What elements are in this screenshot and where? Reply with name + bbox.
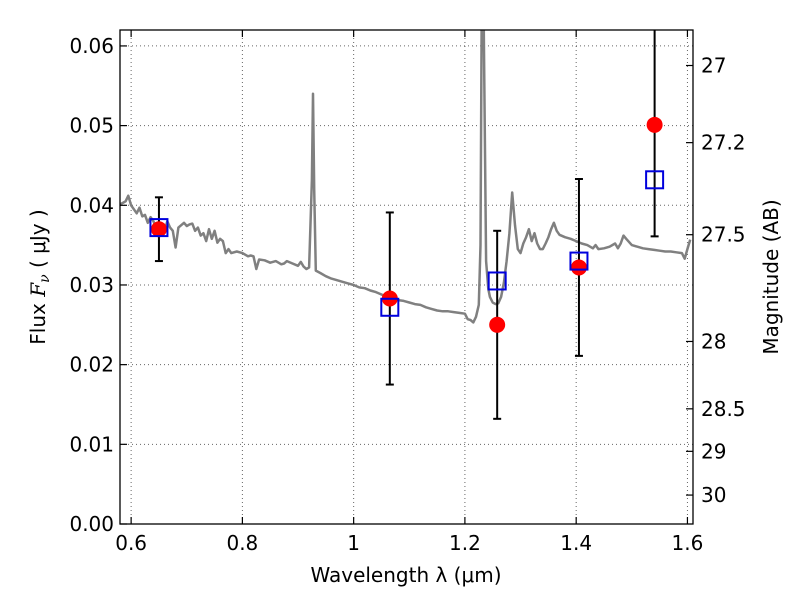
y-axis-label-pre: Flux (26, 297, 50, 345)
x-tick-label: 0.8 (226, 531, 258, 555)
x-tick-label: 1 (347, 531, 360, 555)
y-tick-label: 0.06 (69, 34, 114, 58)
x-axis-label: Wavelength λ (μm) (310, 563, 501, 587)
observed-point (570, 259, 587, 276)
y-tick-label: 0.01 (69, 432, 114, 456)
y2-tick-label: 29 (701, 439, 726, 463)
y-axis-label-subscript: ν (37, 274, 53, 283)
model-point (645, 170, 665, 190)
y2-tick-label: 27.5 (701, 223, 746, 247)
axis-ticks: 0.6 0.8 1 1.2 1.4 1.6 0.00 0.01 0.02 0.03 0.04 0.05… (69, 30, 746, 555)
y-tick-label: 0.05 (69, 114, 114, 138)
y2-tick-label: 28 (701, 329, 726, 353)
y2-axis-label: Magnitude (AB) (759, 199, 783, 354)
y2-tick-label: 27.2 (701, 131, 746, 155)
model-point (487, 271, 507, 291)
model-point (569, 251, 589, 271)
y-tick-label: 0.02 (69, 353, 114, 377)
model-point (149, 218, 169, 238)
y-tick-label: 0.03 (69, 273, 114, 297)
observed-point (489, 316, 506, 333)
spectrum-line (120, 30, 692, 324)
observed-point (646, 116, 663, 133)
y2-tick-label: 30 (701, 483, 726, 507)
y-axis-label: Flux Fν ( μJy ) (26, 209, 53, 344)
plot-frame (119, 29, 694, 525)
x-tick-label: 0.6 (115, 531, 147, 555)
y-tick-label: 0.04 (69, 193, 114, 217)
x-tick-label: 1.4 (560, 531, 592, 555)
y-axis-label-symbol: F (26, 282, 50, 298)
plot-area (120, 30, 692, 420)
y-axis-label-unit: ( μJy ) (26, 209, 50, 274)
y2-tick-label: 27 (701, 54, 726, 78)
model-point (380, 297, 400, 317)
y2-tick-label: 28.5 (701, 397, 746, 421)
observed-point (150, 221, 167, 238)
grid-lines (120, 30, 693, 525)
x-tick-label: 1.6 (672, 531, 704, 555)
y-tick-label: 0.00 (69, 512, 114, 536)
x-tick-label: 1.2 (449, 531, 481, 555)
